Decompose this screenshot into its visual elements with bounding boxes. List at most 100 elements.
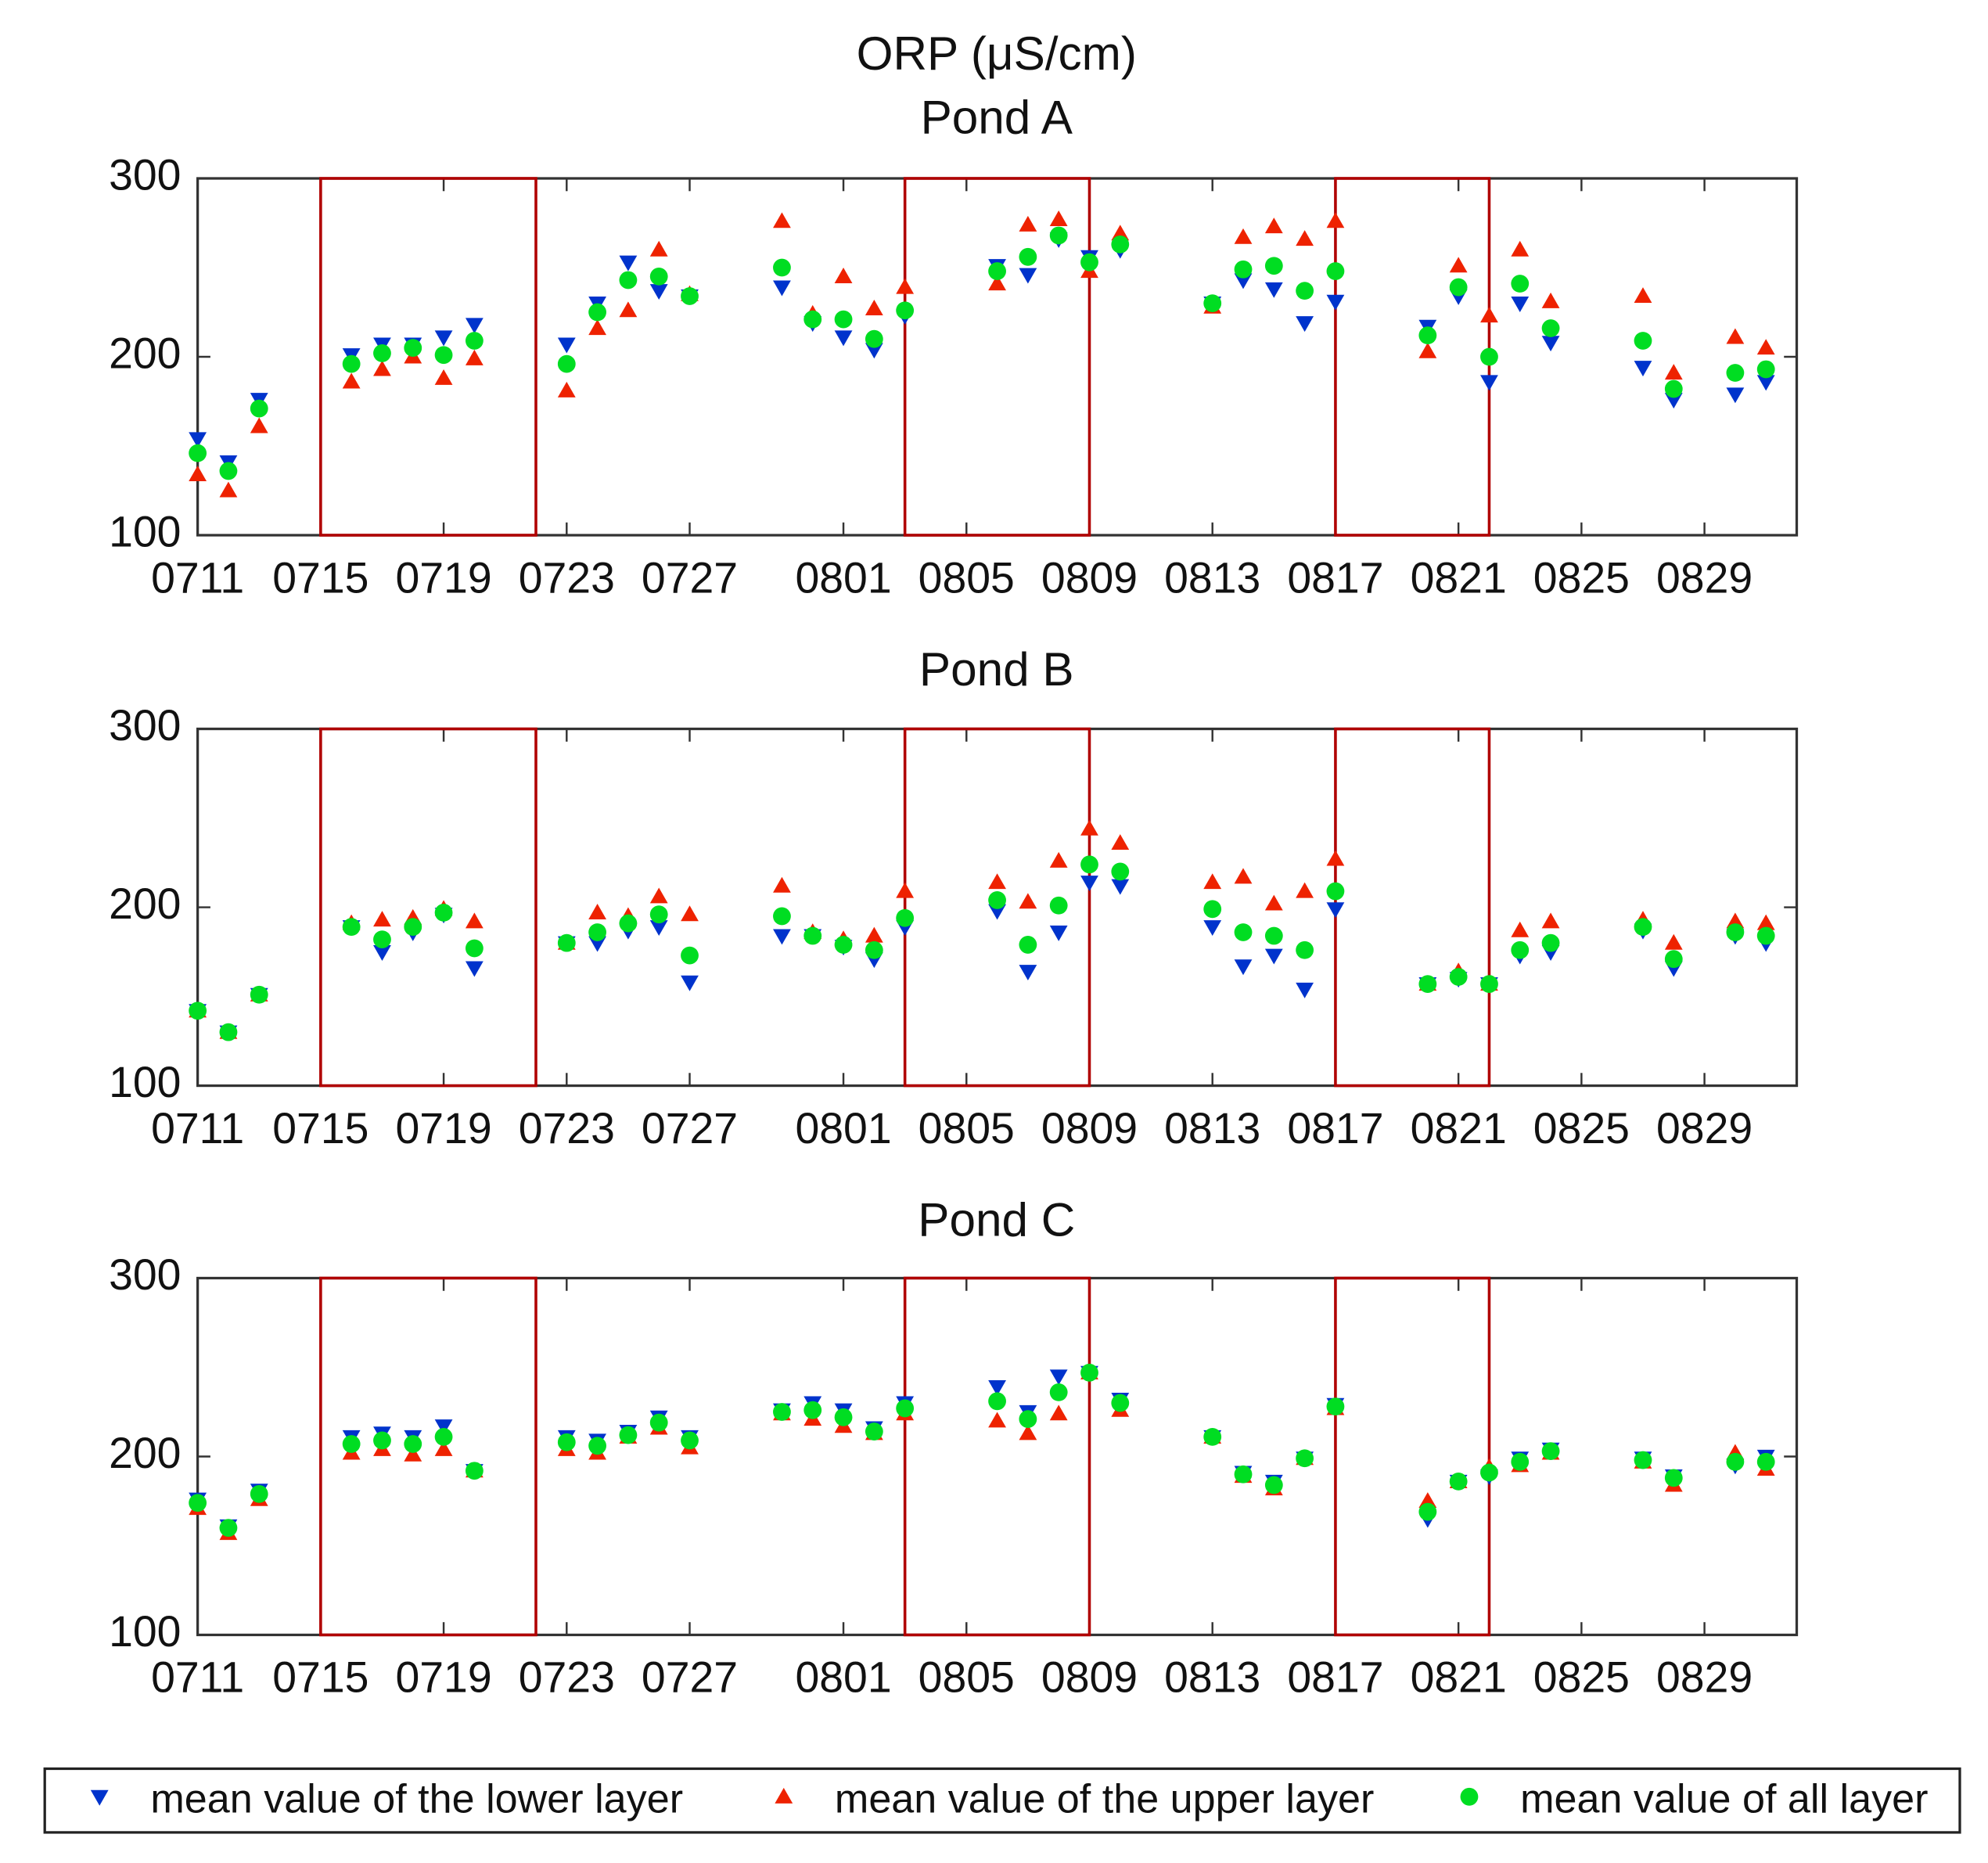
point <box>465 939 484 958</box>
point <box>1418 1492 1437 1509</box>
point <box>1049 1369 1068 1386</box>
point <box>1296 282 1314 300</box>
point <box>189 444 207 462</box>
point <box>1019 1410 1037 1428</box>
point <box>373 1431 391 1450</box>
point <box>1296 982 1314 998</box>
point <box>1019 215 1037 232</box>
point <box>1480 975 1498 993</box>
point <box>342 354 361 373</box>
point <box>834 330 853 347</box>
point <box>588 303 607 322</box>
point <box>373 344 391 362</box>
point <box>1264 894 1283 911</box>
point <box>219 1023 238 1041</box>
point <box>681 975 699 991</box>
point <box>649 905 668 924</box>
point <box>1541 336 1560 352</box>
point <box>219 462 238 480</box>
point <box>1664 379 1683 398</box>
point <box>988 1380 1006 1396</box>
highlight-box <box>903 727 1091 1088</box>
point <box>342 372 361 389</box>
point <box>1664 364 1683 380</box>
x-tick-label: 0719 <box>395 1104 491 1153</box>
point <box>1080 1363 1098 1382</box>
x-tick-label: 0723 <box>519 1104 615 1153</box>
point <box>803 310 822 329</box>
point <box>1480 347 1498 366</box>
x-tick-label: 0813 <box>1164 1653 1260 1702</box>
legend-label: mean value of the upper layer <box>835 1777 1374 1822</box>
point <box>1418 342 1437 358</box>
point <box>1049 925 1068 941</box>
point <box>1726 328 1745 344</box>
point <box>1511 240 1530 257</box>
x-tick-label: 0829 <box>1656 1653 1753 1702</box>
point <box>988 1412 1006 1428</box>
point <box>189 1002 207 1020</box>
point <box>1296 230 1314 246</box>
point <box>1049 210 1068 226</box>
y-tick-label: 100 <box>109 1058 181 1106</box>
point <box>557 337 576 354</box>
point <box>773 929 791 945</box>
point <box>1203 920 1222 937</box>
x-tick-label: 0829 <box>1656 553 1753 602</box>
y-tick-label: 300 <box>109 1250 181 1299</box>
point <box>1511 1452 1530 1471</box>
point <box>1511 921 1530 937</box>
point <box>250 985 268 1004</box>
x-tick-label: 0801 <box>795 1653 891 1702</box>
point <box>1418 1502 1437 1521</box>
point <box>1541 292 1560 308</box>
point <box>1111 862 1130 881</box>
point <box>1326 882 1345 901</box>
point <box>1480 375 1498 391</box>
point <box>1111 834 1130 851</box>
point <box>465 318 484 334</box>
x-tick-label: 0825 <box>1533 1653 1630 1702</box>
point <box>189 1494 207 1512</box>
point <box>619 914 638 933</box>
legend-marker <box>1460 1787 1479 1806</box>
point <box>1080 855 1098 874</box>
subplot-title: Pond C <box>918 1192 1075 1246</box>
point <box>1634 332 1652 350</box>
point <box>1296 882 1314 898</box>
point <box>434 1440 453 1456</box>
x-tick-label: 0805 <box>919 1104 1015 1153</box>
point <box>988 262 1006 280</box>
point <box>1049 896 1068 915</box>
point <box>803 926 822 945</box>
point <box>1449 278 1468 297</box>
point <box>1203 1427 1222 1446</box>
subplot-title: Pond B <box>919 642 1074 696</box>
x-tick-label: 0801 <box>795 1104 891 1153</box>
x-tick-label: 0817 <box>1287 1104 1383 1153</box>
point <box>1080 253 1098 272</box>
x-tick-label: 0809 <box>1041 553 1138 602</box>
point <box>1264 218 1283 234</box>
point <box>1080 819 1098 836</box>
point <box>434 1419 453 1436</box>
point <box>250 399 268 418</box>
point <box>373 945 391 961</box>
point <box>1019 893 1037 909</box>
point <box>649 887 668 904</box>
x-tick-label: 0711 <box>151 1104 244 1153</box>
point <box>1019 936 1037 954</box>
legend-marker <box>90 1789 109 1806</box>
point <box>557 381 576 397</box>
y-tick-label: 100 <box>109 508 181 556</box>
point <box>773 876 791 893</box>
point <box>896 1399 915 1418</box>
point <box>619 255 638 272</box>
point <box>588 936 607 952</box>
point <box>681 905 699 922</box>
x-tick-label: 0727 <box>642 1653 738 1702</box>
highlight-box <box>319 727 537 1088</box>
point <box>1634 1451 1652 1469</box>
